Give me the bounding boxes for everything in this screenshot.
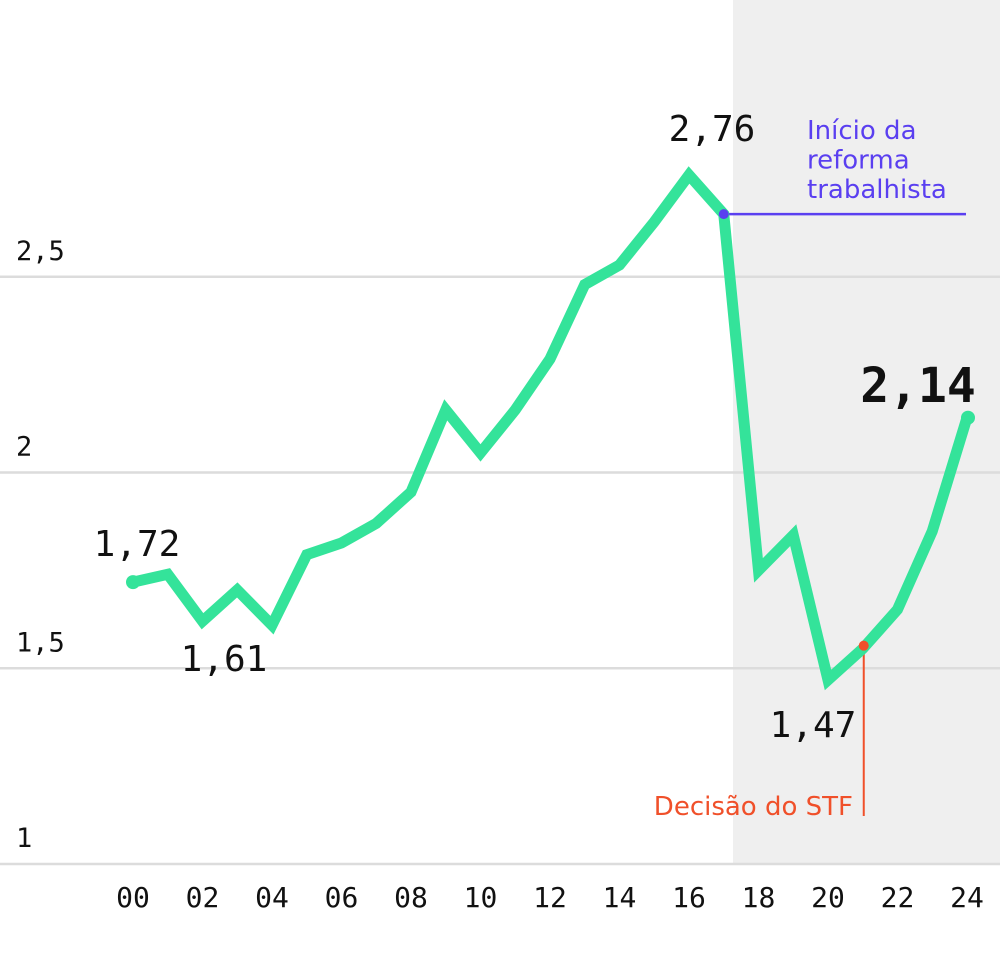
stf-marker-dot — [858, 640, 869, 651]
gridlines — [0, 275, 1000, 866]
x-tick-label: 08 — [394, 881, 428, 914]
series-start-dot — [126, 575, 140, 590]
y-tick-label: 1 — [16, 823, 32, 854]
y-tick-label: 2 — [16, 432, 32, 463]
series-end-dot — [961, 410, 975, 425]
y-tick-label: 2,5 — [16, 236, 65, 267]
reforma-marker-dot — [718, 209, 729, 220]
x-tick-label: 14 — [603, 881, 637, 914]
stf-annotation-text: Decisão do STF — [654, 792, 853, 822]
reforma-annotation-line-text: reforma — [807, 146, 910, 176]
reforma-annotation-line-text: Início da — [807, 116, 917, 146]
y-axis-labels: 1 1,5 2 2,5 — [16, 236, 65, 854]
data-label: 2,14 — [860, 358, 976, 414]
x-axis-labels: 00 02 04 06 08 10 12 14 16 18 20 22 24 — [116, 881, 984, 914]
data-label: 1,47 — [770, 705, 857, 746]
x-tick-label: 16 — [672, 881, 706, 914]
x-tick-label: 22 — [881, 881, 915, 914]
data-label: 1,72 — [94, 524, 181, 565]
x-tick-label: 20 — [811, 881, 845, 914]
data-labels: 1,72 1,61 2,76 1,47 2,14 — [94, 109, 976, 746]
x-tick-label: 10 — [464, 881, 498, 914]
y-tick-label: 1,5 — [16, 627, 65, 658]
x-tick-label: 04 — [255, 881, 289, 914]
data-label: 2,76 — [669, 109, 756, 150]
x-tick-label: 02 — [186, 881, 220, 914]
reforma-annotation-line-text: trabalhista — [807, 175, 947, 205]
shaded-region-reforma — [733, 0, 1000, 864]
series-line — [131, 166, 973, 691]
data-label: 1,61 — [181, 639, 268, 680]
x-tick-label: 18 — [742, 881, 776, 914]
x-tick-label: 00 — [116, 881, 150, 914]
x-tick-label: 12 — [533, 881, 567, 914]
x-tick-label: 06 — [325, 881, 359, 914]
x-tick-label: 24 — [950, 881, 984, 914]
